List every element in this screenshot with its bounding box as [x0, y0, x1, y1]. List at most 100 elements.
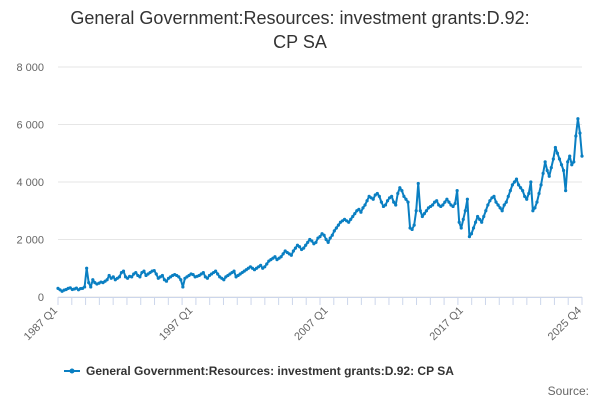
- legend-label: General Government:Resources: investment…: [86, 364, 454, 378]
- data-point: [576, 117, 580, 121]
- data-point: [553, 145, 557, 150]
- data-point: [498, 206, 502, 210]
- data-point: [430, 203, 435, 207]
- data-point: [447, 200, 451, 204]
- data-point: [130, 275, 134, 279]
- data-point: [177, 275, 181, 279]
- data-point: [506, 194, 510, 198]
- x-tick-label: 2025 Q4: [546, 305, 584, 343]
- data-point: [496, 203, 500, 207]
- data-point: [512, 180, 517, 184]
- data-point: [410, 227, 414, 232]
- chart-title-line-1: General Government:Resources: investment…: [70, 8, 529, 28]
- data-point: [527, 191, 531, 196]
- data-point: [492, 194, 496, 198]
- x-tick-label: 2007 Q1: [292, 305, 330, 343]
- data-point: [461, 217, 465, 221]
- data-point: [121, 269, 126, 273]
- data-point: [465, 197, 469, 201]
- data-point: [469, 232, 474, 236]
- data-point: [359, 210, 363, 214]
- data-point: [414, 209, 418, 213]
- data-point: [435, 199, 439, 203]
- data-point: [396, 191, 400, 196]
- y-tick-label: 2 000: [16, 235, 44, 247]
- data-point: [568, 154, 572, 158]
- data-point: [547, 174, 551, 178]
- y-tick-label: 6 000: [16, 120, 44, 132]
- data-point: [216, 272, 220, 276]
- data-point: [572, 160, 576, 164]
- data-point: [214, 269, 218, 273]
- data-point: [361, 206, 365, 210]
- data-point: [371, 197, 375, 201]
- data-point: [541, 171, 545, 175]
- y-tick-label: 0: [38, 292, 44, 304]
- data-point: [111, 275, 115, 279]
- source-credit[interactable]: Source:: [548, 384, 589, 398]
- data-point: [336, 223, 341, 227]
- data-point: [467, 235, 472, 239]
- data-point: [324, 237, 328, 242]
- data-point: [273, 255, 277, 259]
- data-point: [91, 278, 95, 282]
- data-point: [559, 163, 564, 167]
- data-point: [351, 214, 355, 219]
- data-point: [160, 273, 164, 278]
- data-point: [400, 189, 404, 193]
- data-point: [107, 273, 111, 278]
- data-point: [473, 220, 478, 224]
- data-point: [291, 249, 295, 253]
- data-point: [518, 186, 523, 190]
- data-point: [537, 191, 541, 196]
- data-point: [328, 236, 332, 240]
- data-point: [318, 235, 322, 239]
- data-point: [476, 214, 480, 219]
- data-point: [445, 197, 449, 201]
- data-point: [420, 214, 424, 219]
- chart-title-line-2: CP SA: [273, 32, 327, 52]
- data-point: [265, 262, 269, 266]
- data-point: [353, 212, 357, 216]
- data-point: [561, 168, 566, 173]
- data-point: [332, 229, 336, 233]
- data-point: [535, 200, 539, 204]
- data-point: [394, 203, 398, 207]
- data-point: [293, 246, 298, 250]
- data-point: [543, 160, 547, 164]
- data-point: [471, 226, 476, 230]
- data-point: [406, 200, 410, 204]
- data-point: [279, 255, 283, 259]
- data-point: [578, 131, 582, 135]
- data-point: [87, 281, 91, 285]
- data-point: [480, 220, 484, 224]
- x-axis: [57, 297, 583, 305]
- data-point: [179, 278, 183, 282]
- data-point: [191, 272, 195, 277]
- data-point: [441, 203, 445, 207]
- data-point: [504, 200, 508, 204]
- legend[interactable]: General Government:Resources: investment…: [64, 364, 454, 378]
- legend-marker: [69, 368, 75, 374]
- data-point: [494, 200, 498, 204]
- data-point: [564, 189, 568, 193]
- data-point: [152, 268, 156, 273]
- data-point: [533, 206, 537, 210]
- data-point: [304, 243, 308, 247]
- data-point: [314, 240, 318, 244]
- data-point: [85, 266, 89, 270]
- data-point: [484, 209, 488, 213]
- data-point: [502, 203, 506, 207]
- data-point: [508, 189, 512, 193]
- data-point: [181, 285, 185, 289]
- data-point: [500, 209, 504, 213]
- data-point: [377, 194, 381, 198]
- data-point: [326, 240, 330, 244]
- y-axis-tick-labels: 0 2 000 4 000 6 000 8 000: [16, 62, 44, 304]
- data-point: [398, 186, 402, 190]
- data-point: [222, 278, 226, 282]
- data-point: [422, 212, 426, 216]
- data-point: [306, 240, 310, 244]
- data-point: [453, 201, 457, 206]
- data-point: [89, 285, 93, 289]
